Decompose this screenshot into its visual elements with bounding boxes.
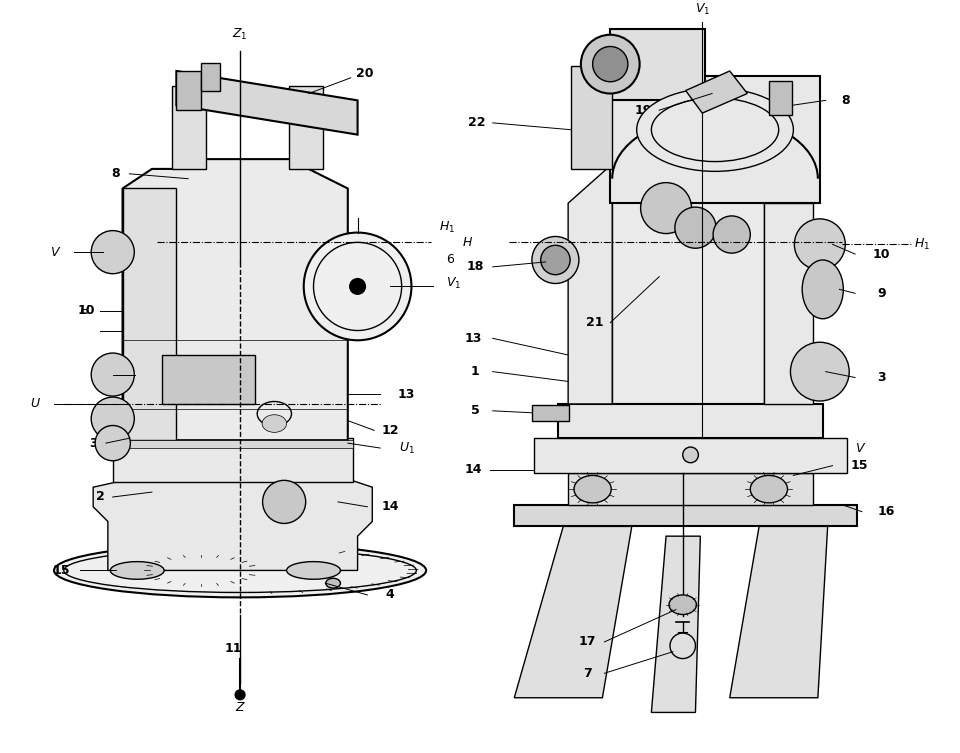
Text: 9: 9 [877, 287, 886, 300]
Text: 16: 16 [877, 505, 895, 518]
Bar [534, 438, 848, 472]
Text: $V_1$: $V_1$ [695, 2, 710, 17]
Text: 5: 5 [470, 404, 479, 417]
Polygon shape [652, 536, 701, 712]
Text: $Z_1$: $Z_1$ [232, 26, 248, 41]
Polygon shape [289, 86, 324, 169]
Text: 4: 4 [386, 588, 395, 602]
Ellipse shape [574, 475, 612, 503]
Bar [112, 438, 352, 483]
Polygon shape [172, 86, 205, 169]
Bar [571, 66, 612, 169]
Ellipse shape [751, 475, 787, 503]
Text: 13: 13 [397, 388, 416, 401]
Ellipse shape [803, 260, 843, 319]
Text: 10: 10 [78, 304, 95, 318]
Circle shape [790, 343, 850, 401]
Text: 2: 2 [96, 490, 105, 504]
Text: 14: 14 [381, 500, 398, 514]
Circle shape [713, 216, 751, 253]
Text: 13: 13 [465, 332, 482, 345]
Text: $6$: $6$ [445, 254, 455, 267]
Circle shape [95, 425, 131, 461]
Text: 3: 3 [877, 371, 886, 384]
Bar [123, 188, 177, 441]
Circle shape [640, 183, 691, 233]
Text: 12: 12 [381, 424, 398, 437]
Text: 15: 15 [851, 459, 868, 472]
Polygon shape [515, 505, 568, 526]
Text: $H_1$: $H_1$ [439, 220, 455, 235]
Circle shape [349, 279, 366, 294]
Bar [161, 355, 254, 404]
Bar [515, 505, 857, 526]
Circle shape [794, 219, 846, 270]
Polygon shape [123, 159, 348, 441]
Text: $H$: $H$ [462, 236, 473, 248]
Text: $H_1$: $H_1$ [914, 236, 930, 252]
Text: $V_1$: $V_1$ [445, 276, 461, 291]
Circle shape [91, 230, 134, 273]
Text: 8: 8 [111, 167, 120, 180]
Text: 10: 10 [873, 248, 890, 261]
Bar [559, 404, 823, 438]
Ellipse shape [262, 415, 287, 432]
Circle shape [263, 480, 305, 523]
Text: 8: 8 [841, 94, 850, 107]
Text: 7: 7 [584, 666, 592, 680]
Text: 20: 20 [356, 68, 373, 81]
Circle shape [91, 397, 134, 441]
Circle shape [592, 47, 628, 82]
Circle shape [581, 35, 639, 93]
Ellipse shape [325, 578, 341, 588]
Polygon shape [813, 505, 857, 526]
Text: 11: 11 [225, 642, 242, 655]
Text: $Z$: $Z$ [234, 701, 246, 714]
Bar [112, 441, 352, 448]
Bar [532, 405, 569, 421]
Ellipse shape [54, 544, 426, 597]
Circle shape [540, 245, 570, 275]
Text: $V$: $V$ [855, 441, 866, 455]
Bar [769, 81, 792, 115]
Text: 19: 19 [635, 104, 652, 117]
Circle shape [532, 236, 579, 283]
Ellipse shape [110, 562, 164, 579]
Text: 9: 9 [96, 368, 105, 381]
Polygon shape [515, 526, 632, 698]
Polygon shape [568, 472, 813, 505]
Bar [612, 188, 764, 404]
Circle shape [303, 233, 412, 340]
Text: 15: 15 [52, 564, 69, 577]
Circle shape [683, 447, 698, 462]
Circle shape [675, 207, 716, 248]
Text: 18: 18 [467, 261, 484, 273]
Bar [201, 63, 221, 90]
Polygon shape [685, 71, 747, 113]
Ellipse shape [287, 562, 341, 579]
Text: 1: 1 [470, 365, 479, 378]
Bar [177, 71, 201, 110]
Polygon shape [93, 477, 372, 571]
Circle shape [91, 353, 134, 396]
Text: $V$: $V$ [50, 245, 60, 258]
Text: 14: 14 [465, 463, 482, 476]
Polygon shape [177, 71, 357, 135]
Ellipse shape [636, 88, 793, 172]
Text: 17: 17 [579, 636, 596, 648]
Polygon shape [730, 526, 828, 698]
Text: $H$: $H$ [79, 304, 90, 318]
Text: 3: 3 [89, 437, 98, 450]
Polygon shape [568, 164, 612, 404]
Polygon shape [611, 29, 706, 100]
Polygon shape [611, 76, 820, 203]
Text: $U_1$: $U_1$ [398, 441, 415, 456]
Text: 22: 22 [468, 117, 486, 130]
Ellipse shape [669, 595, 696, 614]
Text: $U$: $U$ [31, 398, 41, 410]
Polygon shape [764, 203, 813, 404]
Text: 21: 21 [586, 316, 603, 329]
Circle shape [235, 690, 245, 700]
